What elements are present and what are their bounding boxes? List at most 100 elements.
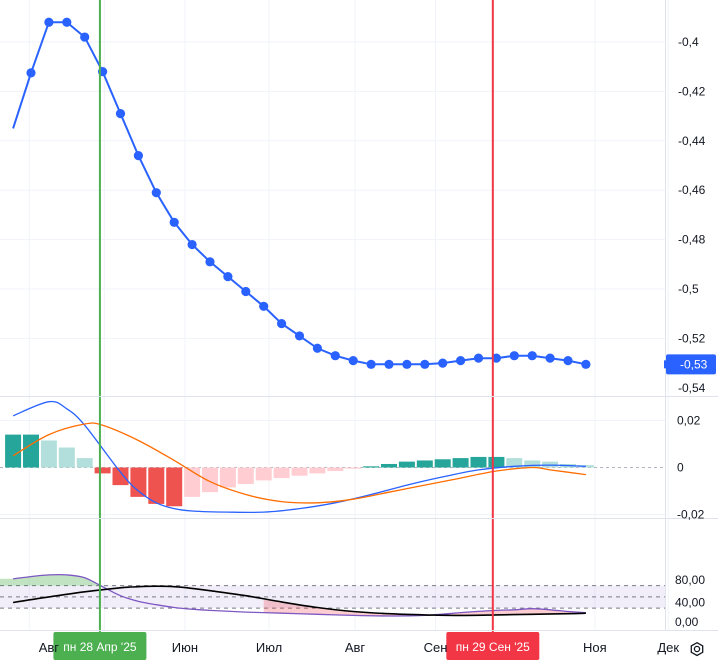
histogram-bar (219, 467, 236, 488)
data-point (223, 272, 233, 282)
x-tick: Июл (256, 640, 282, 655)
data-point (205, 257, 215, 267)
histogram-bar (255, 467, 272, 481)
data-point (259, 301, 269, 311)
y-tick-main: -0,42 (678, 84, 706, 98)
data-point (384, 359, 394, 369)
data-point (133, 151, 143, 161)
grid (0, 0, 669, 630)
data-point (330, 351, 340, 361)
data-point (44, 17, 54, 27)
date-label-text: пн 29 Сен '25 (456, 640, 530, 654)
axis-labels: -0,4 -0,42 -0,44 -0,46 -0,48 -0,5 -0,52 -0,54 -0… (664, 35, 716, 629)
data-point (62, 17, 72, 27)
histogram-bar (363, 466, 380, 468)
series-points (26, 17, 591, 369)
vertical-lines: пн 28 Апр '25 пн 29 Сен '25 (53, 0, 540, 660)
histogram-bar (112, 467, 129, 486)
oscillator-band (0, 585, 665, 609)
histogram-bar (202, 467, 218, 493)
histogram-bar (291, 467, 308, 476)
gear-icon (690, 641, 704, 657)
histogram-bar (166, 467, 183, 507)
histogram-bar (506, 458, 523, 468)
histogram-bar (434, 459, 451, 468)
histogram-bar (381, 463, 397, 468)
data-point (563, 356, 573, 366)
y-tick-main: -0,5 (678, 282, 699, 296)
histogram-bar (5, 434, 22, 468)
histogram-bar (148, 467, 165, 504)
data-point (527, 351, 537, 361)
histogram-bar (130, 467, 147, 497)
y-tick-oscillator: 80,00 (675, 573, 705, 587)
histogram-bar (94, 467, 111, 474)
y-tick-macd: 0 (677, 461, 684, 475)
histogram-bar (452, 458, 469, 468)
data-point (187, 239, 197, 250)
y-tick-oscillator: 40,00 (675, 595, 705, 609)
x-tick: Июн (172, 640, 198, 655)
data-point (473, 353, 484, 363)
settings-button[interactable] (684, 636, 710, 662)
histogram-bar (40, 440, 57, 468)
y-tick-main: -0,54 (678, 381, 706, 395)
data-point (438, 358, 448, 368)
histogram-bar (58, 447, 75, 468)
histogram-bar (524, 460, 541, 468)
x-tick: Ноя (583, 640, 607, 655)
y-tick-oscillator: 0,00 (675, 615, 699, 629)
bands (0, 574, 665, 616)
histogram-bar (416, 460, 433, 468)
y-tick-main: -0,46 (678, 183, 706, 197)
date-label-text: пн 28 Апр '25 (63, 640, 137, 654)
y-tick-macd: -0,02 (677, 508, 705, 522)
x-tick: Авг (39, 640, 60, 655)
y-tick-main: -0,52 (678, 331, 706, 345)
date-label (53, 632, 147, 660)
date-label (446, 632, 540, 660)
histogram-bar (273, 467, 290, 479)
data-point (420, 359, 430, 369)
data-point (491, 353, 501, 363)
macd-histogram (5, 434, 594, 507)
histogram-bar (76, 458, 93, 468)
data-point (241, 286, 251, 297)
data-point (545, 353, 555, 363)
histogram-bar (327, 467, 344, 472)
histogram-bar (309, 467, 326, 474)
histogram-bar (488, 456, 505, 468)
data-point (402, 359, 412, 369)
x-tick: Дек (657, 640, 679, 655)
price-label-text: -0,53 (680, 357, 708, 371)
data-point (115, 109, 126, 119)
x-tick: Сен (424, 640, 448, 655)
data-point (312, 343, 322, 353)
histogram-bar (577, 465, 594, 468)
data-point (26, 68, 36, 78)
y-tick-main: -0,48 (678, 233, 706, 247)
histogram-bar (398, 461, 415, 468)
histogram-bar (470, 456, 487, 468)
macd-line (12, 400, 586, 514)
data-point (366, 359, 376, 369)
data-point (581, 359, 591, 369)
y-tick-macd: 0,02 (677, 414, 701, 428)
oversold-fill (263, 598, 586, 616)
y-tick-main: -0,4 (678, 35, 699, 49)
data-point (151, 188, 161, 198)
histogram-bar (345, 467, 362, 469)
y-tick-main: -0,44 (678, 134, 706, 148)
data-point (277, 318, 287, 329)
data-point (509, 351, 519, 361)
data-point (169, 217, 179, 227)
data-point (80, 32, 90, 42)
price-label (666, 354, 716, 375)
data-point (348, 356, 358, 366)
data-point (456, 356, 466, 366)
histogram-bar (237, 467, 254, 484)
data-point (294, 331, 305, 341)
price-label-notch (664, 360, 670, 369)
